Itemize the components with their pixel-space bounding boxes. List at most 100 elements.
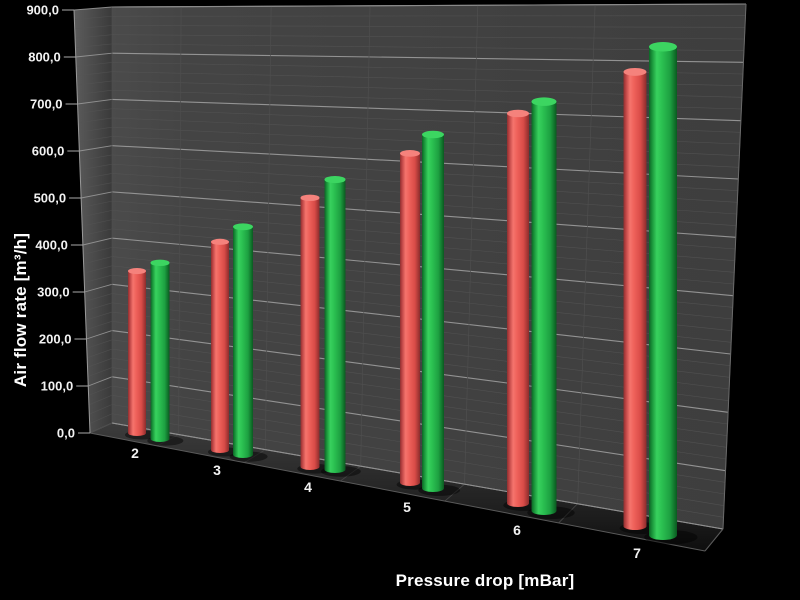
gridline-minor-side (81, 210, 113, 218)
bar-green-4-top-cap (324, 176, 346, 184)
bar-green-6-body (531, 101, 557, 511)
gridline-major (111, 52, 744, 63)
wall-category-separator (464, 5, 479, 485)
bar-red-7-body (623, 71, 647, 527)
gridline-minor-side (77, 108, 113, 114)
bar-red-2-body (128, 271, 146, 433)
y-tick-label: 500,0 (34, 191, 67, 206)
gridline-minor (111, 43, 744, 51)
gridline-minor-side (80, 182, 113, 189)
gridline-major-side (73, 6, 113, 11)
floor-category-separator (89, 422, 113, 434)
floor-category-separator (558, 503, 578, 524)
wall-top-edge (111, 3, 747, 8)
y-tick-label: 900,0 (26, 3, 59, 18)
bar-green-5-body (422, 134, 444, 489)
gridline-minor-side (77, 89, 113, 95)
y-axis-line (73, 9, 91, 434)
gridline-minor-side (76, 80, 113, 86)
floor-category-separator (340, 465, 361, 482)
bar-green-6-top-cap (531, 97, 557, 106)
gridline-minor-side (85, 321, 113, 330)
gridline-minor-side (74, 15, 113, 20)
gridline-minor-side (82, 219, 113, 227)
bar-red-4-body (300, 197, 320, 467)
wall-category-separator (577, 4, 596, 504)
bar-red-3-body (211, 241, 229, 450)
gridline-minor-side (76, 62, 113, 67)
floor-category-separator (244, 449, 266, 463)
bar-green-4-body (324, 179, 346, 470)
bar-green-2-body (150, 262, 170, 439)
gridline-minor-side (78, 117, 113, 124)
gridline-minor-side (87, 358, 113, 368)
category-label: 4 (304, 479, 312, 495)
gridline-minor-side (79, 154, 113, 161)
gridline-minor-side (75, 34, 113, 39)
floor-category-separator (444, 483, 465, 502)
gridline-minor-side (84, 274, 113, 283)
y-tick-label: 100,0 (41, 379, 74, 394)
y-tick-label: 600,0 (32, 144, 65, 159)
gridline-major-side (77, 98, 113, 105)
gridline-minor-side (83, 256, 113, 265)
gridline-minor (111, 34, 745, 40)
wall-category-separator (360, 5, 371, 467)
bar-green-5-top-cap (422, 130, 444, 139)
bar-red-2-top-cap (128, 268, 146, 275)
gridline-minor-side (85, 311, 113, 321)
gridline-minor-side (87, 367, 113, 377)
gridline-minor-side (79, 163, 113, 171)
gridline-minor-side (78, 136, 113, 142)
bar-green-2-top-cap (150, 259, 170, 267)
bar-red-5-top-cap (400, 150, 420, 157)
gridline-minor-side (82, 228, 113, 236)
gridline-minor-side (87, 348, 113, 359)
gridline-major-side (84, 283, 113, 293)
bar-green-7-top-cap (649, 42, 677, 52)
gridline-minor (111, 15, 746, 17)
bar-red-3-top-cap (211, 238, 229, 245)
gridline-major-side (88, 376, 113, 387)
gridline-minor-side (83, 247, 113, 255)
gridline-major-side (86, 330, 113, 340)
bar-green-3-body (233, 226, 253, 455)
gridline-minor-side (83, 265, 113, 274)
gridline-minor-side (88, 385, 113, 396)
gridline-minor-side (75, 43, 113, 48)
gridline-minor (111, 25, 745, 28)
floor-front-edge (89, 432, 706, 552)
y-tick-label: 400,0 (35, 238, 68, 253)
category-label: 2 (131, 445, 139, 461)
bar-red-5-body (400, 153, 420, 483)
gridline-major-side (82, 237, 113, 246)
bar-red-6-top-cap (507, 109, 529, 118)
gridline-minor-side (84, 293, 113, 302)
x-axis-title: Pressure drop [mBar] (395, 571, 575, 590)
category-label: 5 (403, 499, 411, 515)
gridline-minor-side (86, 339, 113, 349)
y-axis-title: Air flow rate [m³/h] (11, 232, 30, 388)
gridline-minor-side (89, 404, 113, 415)
bar-green-3-top-cap (233, 223, 253, 231)
y-tick-label: 700,0 (30, 97, 63, 112)
category-label: 7 (633, 545, 641, 561)
y-tick-label: 200,0 (39, 332, 72, 347)
gridline-minor-side (81, 200, 113, 208)
gridline-minor-side (74, 25, 113, 30)
floor-right-edge (704, 528, 724, 552)
wall-category-separator (265, 6, 272, 450)
bar-red-6-body (507, 113, 529, 504)
y-tick-label: 800,0 (28, 50, 61, 65)
category-label: 3 (213, 462, 221, 478)
wall-category-separator (178, 6, 182, 435)
bar-red-4-top-cap (300, 194, 320, 202)
bar-red-7-top-cap (623, 68, 647, 76)
gridline-major-side (81, 191, 113, 199)
category-label: 6 (513, 522, 521, 538)
wall-right-edge (722, 3, 747, 530)
gridline-minor-side (85, 302, 113, 312)
gridline-minor-side (78, 126, 113, 133)
